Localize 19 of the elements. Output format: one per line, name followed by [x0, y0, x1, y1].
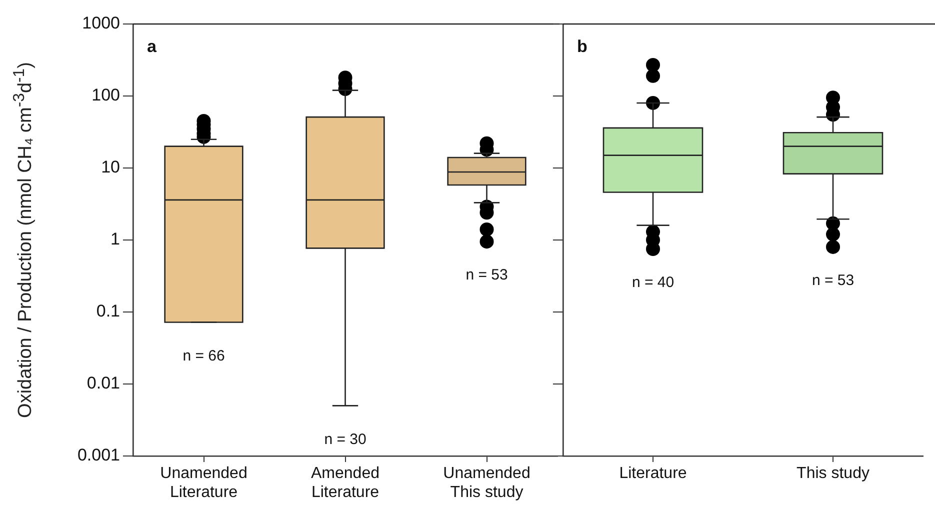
y-tick-label: 1000 [82, 14, 120, 33]
x-tick-label: Unamended Literature [160, 465, 248, 502]
x-tick-label: This study [796, 465, 870, 482]
annotation: n = 66 [182, 347, 225, 364]
x-tick-label: Literature [619, 465, 687, 482]
x-tick-label: Amended Literature [311, 465, 380, 502]
annotation: n = 30 [324, 430, 366, 448]
y-tick-label: 0.01 [86, 374, 120, 393]
y-tick-label: 100 [92, 86, 120, 105]
y-tick-label: 0.001 [77, 446, 120, 465]
text: a [147, 37, 157, 56]
x-tick-label: Unamended This study [443, 465, 530, 502]
annotation: n = 53 [812, 272, 854, 290]
text: b [577, 37, 588, 56]
y-tick-label: 1 [110, 230, 120, 249]
annotation: n = 40 [632, 274, 674, 292]
y-tick-label: 0.1 [96, 302, 120, 321]
annotation: n = 53 [466, 266, 508, 284]
y-tick-label: 10 [101, 158, 120, 177]
